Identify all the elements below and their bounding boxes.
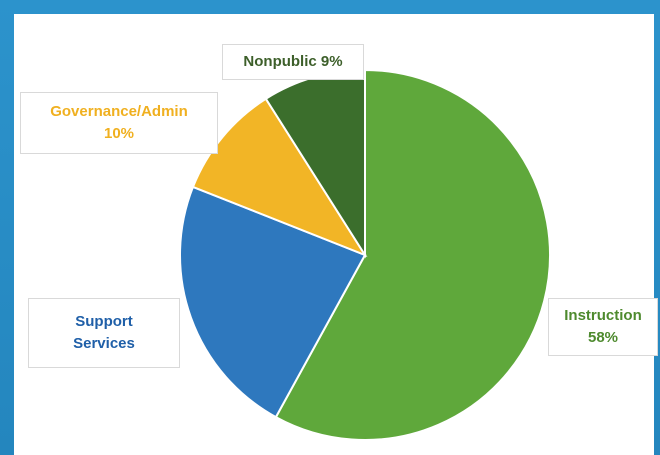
label-governance-admin: Governance/Admin 10% — [20, 92, 218, 154]
label-support-services-line1: Support — [75, 313, 133, 330]
slice-support-services — [179, 185, 367, 419]
label-support-services-line2: Services — [73, 335, 135, 352]
label-governance-admin-percent: 10% — [103, 125, 135, 142]
label-nonpublic-text: Nonpublic 9% — [243, 53, 343, 70]
slice-instruction — [274, 68, 551, 441]
label-governance-admin-name: Governance/Admin — [50, 103, 188, 120]
slice-governance-admin — [191, 97, 368, 258]
label-instruction: Instruction 58% — [548, 298, 658, 356]
label-instruction-name: Instruction — [564, 307, 642, 324]
label-support-services: Support Services — [28, 298, 180, 368]
label-instruction-percent: 58% — [587, 329, 619, 346]
label-nonpublic: Nonpublic 9% — [222, 44, 364, 80]
